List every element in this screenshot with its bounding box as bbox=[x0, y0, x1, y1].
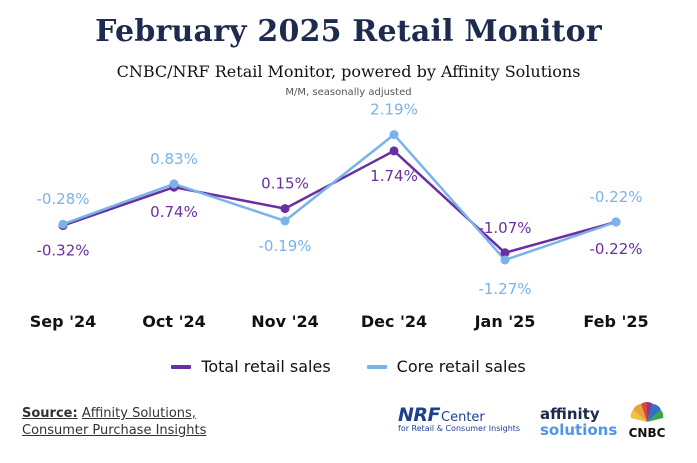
data-label-total: 0.74% bbox=[150, 203, 198, 221]
legend-label-core: Core retail sales bbox=[396, 357, 526, 376]
chart-title: February 2025 Retail Monitor bbox=[95, 14, 602, 49]
source-link-line2[interactable]: Consumer Purchase Insights bbox=[22, 423, 207, 438]
nrf-logo-center: Center bbox=[441, 410, 485, 425]
source-note: Source: Affinity Solutions, Consumer Pur… bbox=[22, 405, 206, 439]
data-point-total bbox=[500, 248, 510, 258]
legend: Total retail sales Core retail sales bbox=[0, 357, 697, 376]
x-tick-label: Oct '24 bbox=[142, 312, 205, 331]
nrf-logo-subtitle: for Retail & Consumer Insights bbox=[398, 424, 521, 433]
data-label-core: -0.22% bbox=[589, 188, 642, 206]
affinity-logo-line1: affinity bbox=[540, 405, 600, 423]
x-tick-label: Sep '24 bbox=[30, 312, 97, 331]
affinity-logo: affinity solutions bbox=[540, 406, 617, 438]
data-label-total: 0.15% bbox=[261, 175, 309, 193]
line-chart: -0.32% 0.74% 0.15% 1.74% -1.07% -0.22% -0.28% 0… bbox=[30, 101, 649, 331]
x-tick-label: Jan '25 bbox=[474, 312, 536, 331]
legend-item-total: Total retail sales bbox=[171, 357, 331, 376]
data-point-core bbox=[611, 217, 621, 227]
data-point-core bbox=[500, 255, 510, 265]
x-tick-label: Feb '25 bbox=[583, 312, 648, 331]
legend-swatch-core bbox=[366, 364, 387, 369]
data-label-core: -0.19% bbox=[258, 237, 311, 255]
legend-label-total: Total retail sales bbox=[201, 357, 331, 376]
source-link-line1[interactable]: Affinity Solutions, bbox=[81, 406, 196, 421]
data-point-core bbox=[280, 216, 290, 226]
data-point-total bbox=[280, 204, 290, 214]
series-line-total bbox=[62, 149, 617, 255]
legend-item-core: Core retail sales bbox=[366, 357, 526, 376]
chart-subtitle: CNBC/NRF Retail Monitor, powered by Affi… bbox=[116, 62, 581, 81]
nrf-logo: NRFCenter for Retail & Consumer Insights bbox=[398, 404, 520, 433]
data-label-core: -0.28% bbox=[36, 190, 89, 208]
data-label-total: -0.22% bbox=[589, 240, 642, 258]
source-label: Source: bbox=[22, 406, 78, 421]
data-label-core: 0.83% bbox=[150, 150, 198, 168]
data-label-total: -1.07% bbox=[478, 219, 531, 237]
chart-note: M/M, seasonally adjusted bbox=[285, 87, 412, 98]
x-tick-label: Nov '24 bbox=[251, 312, 319, 331]
data-point-total bbox=[389, 146, 399, 156]
data-label-core: -1.27% bbox=[478, 280, 531, 298]
peacock-icon bbox=[630, 401, 664, 422]
data-point-core bbox=[169, 179, 179, 189]
data-label-total: -0.32% bbox=[36, 242, 89, 260]
data-point-core bbox=[58, 219, 68, 229]
series-line-core bbox=[62, 133, 617, 262]
legend-swatch-total bbox=[171, 364, 192, 369]
data-label-total: 1.74% bbox=[370, 167, 418, 185]
affinity-logo-line2: solutions bbox=[540, 421, 618, 439]
data-label-core: 2.19% bbox=[370, 101, 418, 119]
cnbc-logo-text: CNBC bbox=[628, 426, 666, 440]
x-tick-label: Dec '24 bbox=[361, 312, 427, 331]
cnbc-logo: CNBC bbox=[622, 400, 672, 440]
nrf-logo-main: NRF bbox=[398, 404, 441, 426]
data-point-core bbox=[389, 130, 399, 140]
